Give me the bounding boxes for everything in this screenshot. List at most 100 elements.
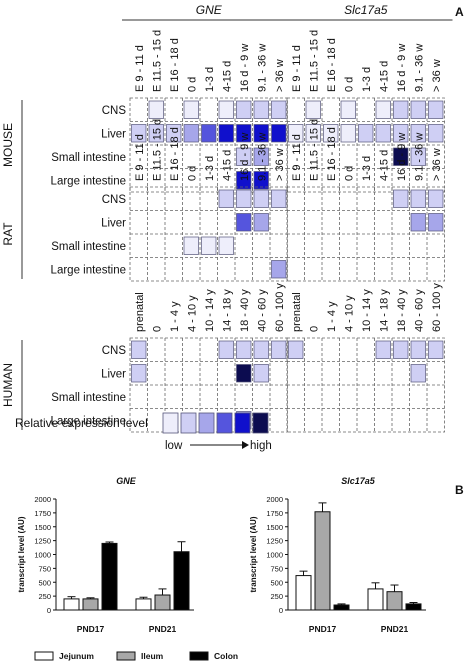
column-label: 9.1 - 36 w bbox=[413, 44, 425, 92]
y-tick-label: 750 bbox=[38, 564, 51, 573]
y-axis-label: transcript level (AU) bbox=[249, 516, 258, 592]
bar bbox=[386, 591, 403, 611]
column-label: prenatal bbox=[291, 292, 303, 332]
heatmap-cell bbox=[358, 124, 374, 143]
heatmap-cell bbox=[131, 364, 147, 383]
tissue-label: Large intestine bbox=[51, 175, 126, 187]
column-label: E 9 - 11 d bbox=[291, 45, 303, 92]
heatmap-cell bbox=[410, 100, 426, 119]
expression-legend: Relative expression level low high bbox=[15, 412, 272, 452]
tissue-label: Small intestine bbox=[51, 392, 126, 404]
category-label: PND17 bbox=[77, 624, 105, 634]
y-tick-label: 250 bbox=[38, 592, 51, 601]
heatmap-cell bbox=[218, 100, 234, 119]
column-label: 14 - 18 y bbox=[378, 289, 390, 332]
bar bbox=[367, 588, 384, 611]
y-tick-label: 1000 bbox=[266, 551, 283, 560]
gene-title-slc17a5: Slc17a5 bbox=[344, 3, 388, 17]
heatmap-cell bbox=[271, 340, 287, 359]
bar bbox=[405, 603, 422, 611]
heatmap-cell bbox=[271, 124, 287, 143]
legend-swatch bbox=[252, 412, 269, 434]
tissue-label: Large intestine bbox=[51, 264, 126, 276]
heatmap-cell bbox=[288, 340, 304, 359]
y-tick-label: 1750 bbox=[266, 509, 283, 518]
heatmap-cell bbox=[393, 340, 409, 359]
gene-title-gne: GNE bbox=[196, 3, 223, 17]
column-label: 18 - 40 y bbox=[396, 289, 408, 332]
column-label: 4 - 10 y bbox=[343, 295, 355, 332]
bar bbox=[135, 598, 152, 611]
column-label: 9.1 - 36 w bbox=[256, 133, 268, 181]
heatmap-cell bbox=[218, 124, 234, 143]
legend-title: Relative expression level bbox=[15, 416, 148, 430]
y-tick-label: 500 bbox=[38, 578, 51, 587]
column-label: E 11.5 - 15 d bbox=[308, 30, 320, 92]
column-label: 1 - 4 y bbox=[169, 301, 181, 332]
heatmap-cell bbox=[236, 364, 252, 383]
heatmap-cell bbox=[340, 124, 356, 143]
column-label: 60 - 100 y bbox=[431, 283, 443, 332]
column-label: E 9 - 11 d bbox=[134, 45, 146, 92]
y-tick-label: 1000 bbox=[34, 551, 51, 560]
column-label: 4-15 d bbox=[378, 61, 390, 92]
column-label: E 11.5 - 15 d bbox=[151, 30, 163, 92]
y-tick-label: 0 bbox=[47, 606, 51, 615]
bar-chart-title: Slc17a5 bbox=[341, 476, 376, 486]
y-tick-label: 2000 bbox=[266, 495, 283, 504]
heatmap-cell bbox=[183, 100, 199, 119]
column-label: 0 d bbox=[186, 166, 198, 181]
heatmap-cell bbox=[323, 124, 339, 143]
column-label: E 9 - 11 d bbox=[291, 134, 303, 181]
column-label: 16 d - 9 w bbox=[396, 133, 408, 181]
species-label-rat: RAT bbox=[1, 222, 15, 246]
heatmap-cell bbox=[375, 100, 391, 119]
column-label: 0 bbox=[308, 326, 320, 332]
legend-swatch-ileum bbox=[116, 651, 136, 661]
heatmap-cell bbox=[236, 171, 252, 190]
heatmap-cell bbox=[253, 124, 269, 143]
heatmap-cell bbox=[148, 124, 164, 143]
y-tick-label: 1250 bbox=[266, 537, 283, 546]
heatmap-cell bbox=[375, 340, 391, 359]
y-tick-label: 250 bbox=[270, 592, 283, 601]
column-label: 4-15 d bbox=[221, 150, 233, 181]
y-axis-label: transcript level (AU) bbox=[17, 516, 26, 592]
column-label: 10 - 14 y bbox=[204, 289, 216, 332]
heatmap-cell bbox=[410, 124, 426, 143]
heatmap-cell bbox=[218, 340, 234, 359]
legend-swatch bbox=[162, 412, 179, 434]
bar-legend: Jejunum Ileum Colon bbox=[34, 651, 238, 661]
heatmap-cell bbox=[253, 171, 269, 190]
heatmap-cell bbox=[236, 100, 252, 119]
column-label: 9.1 - 36 w bbox=[413, 133, 425, 181]
tissue-label: Small intestine bbox=[51, 152, 126, 164]
legend-swatch bbox=[216, 412, 233, 434]
panel-a-label: A bbox=[455, 5, 464, 19]
heatmap-cell bbox=[253, 147, 269, 166]
heatmap-cell bbox=[393, 189, 409, 208]
heatmap-cell bbox=[183, 124, 199, 143]
legend-swatch bbox=[180, 412, 197, 434]
legend-low-label: low bbox=[165, 440, 183, 452]
bar bbox=[154, 594, 171, 611]
column-label: E 16 - 18 d bbox=[169, 127, 181, 181]
column-label: E 16 - 18 d bbox=[326, 127, 338, 181]
column-label: 4 - 10 y bbox=[186, 295, 198, 332]
tissue-label: Liver bbox=[101, 368, 126, 380]
bar bbox=[173, 551, 190, 611]
heatmap-cell bbox=[253, 340, 269, 359]
heatmap-cell bbox=[201, 236, 217, 255]
column-label: 60 - 100 y bbox=[274, 283, 286, 332]
column-label: E 16 - 18 d bbox=[169, 38, 181, 92]
column-label: 1-3 d bbox=[361, 156, 373, 181]
heatmap-cell bbox=[410, 340, 426, 359]
heatmap-cell bbox=[218, 236, 234, 255]
bar bbox=[295, 575, 312, 611]
heatmap-cell bbox=[253, 213, 269, 232]
y-tick-label: 1500 bbox=[34, 523, 51, 532]
legend-swatch-jejunum bbox=[34, 651, 54, 661]
column-label: E 16 - 18 d bbox=[326, 38, 338, 92]
column-label: 18 - 40 y bbox=[239, 289, 251, 332]
